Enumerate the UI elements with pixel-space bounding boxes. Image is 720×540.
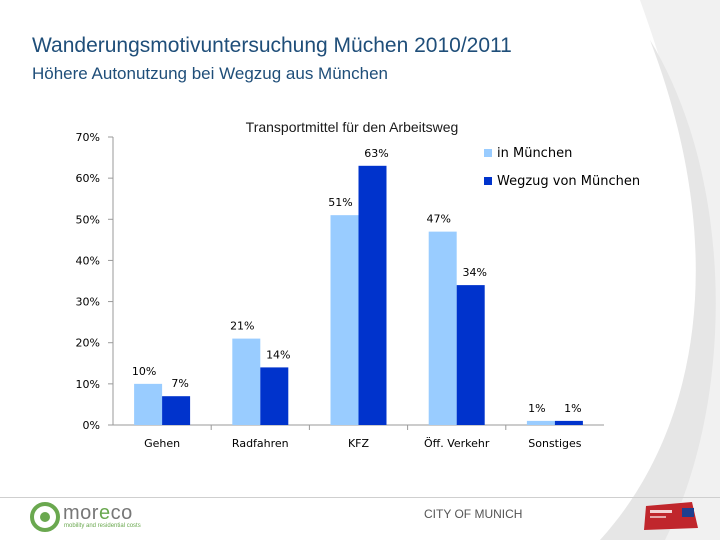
bar-in-muenchen	[428, 231, 457, 425]
footer-divider	[0, 497, 720, 498]
data-label: 14%	[266, 348, 290, 361]
y-tick-label: 0%	[83, 419, 100, 432]
legend-swatch	[484, 177, 492, 185]
bar-chart: Transportmittel für den Arbeitsweg 0% 10%…	[76, 119, 641, 450]
y-tick-label: 10%	[76, 378, 100, 391]
x-tick-label: Gehen	[144, 437, 180, 450]
bar-in-muenchen	[134, 383, 163, 425]
y-tick-label: 20%	[76, 337, 100, 350]
data-label: 1%	[528, 402, 545, 415]
moreco-logo: moreco mobility and residential costs	[30, 502, 170, 532]
y-tick-label: 40%	[76, 254, 100, 267]
data-label: 7%	[171, 377, 188, 390]
data-label: 34%	[462, 266, 486, 279]
bar-wegzug	[456, 285, 485, 425]
data-label: 47%	[426, 213, 450, 226]
x-tick-label: Sonstiges	[528, 437, 582, 450]
x-tick-label: KFZ	[348, 437, 370, 450]
page-subtitle: Höhere Autonutzung bei Wegzug aus Münche…	[32, 64, 388, 83]
bar-in-muenchen	[330, 215, 359, 425]
data-label: 1%	[564, 402, 581, 415]
page-title: Wanderungsmotivuntersuchung Müchen 2010/…	[32, 34, 512, 57]
partner-badge	[644, 502, 698, 530]
bar-in-muenchen	[526, 420, 555, 425]
moreco-logo-wordmark: moreco	[63, 502, 133, 524]
bar-wegzug	[554, 420, 583, 425]
data-label: 21%	[230, 320, 254, 333]
bar-wegzug	[358, 165, 387, 426]
bar-wegzug	[260, 367, 289, 425]
bar-in-muenchen	[232, 338, 261, 425]
moreco-logo-mark	[30, 502, 60, 532]
y-tick-label: 70%	[76, 131, 100, 144]
y-tick-label: 60%	[76, 172, 100, 185]
bar-wegzug	[162, 396, 191, 425]
data-label: 51%	[328, 196, 352, 209]
data-label: 63%	[364, 147, 388, 160]
chart-title: Transportmittel für den Arbeitsweg	[246, 119, 459, 135]
moreco-logo-tagline: mobility and residential costs	[64, 523, 141, 529]
legend-label: in München	[497, 146, 572, 161]
x-tick-label: Öff. Verkehr	[424, 437, 490, 450]
x-tick-label: Radfahren	[232, 437, 289, 450]
legend-label: Wegzug von München	[497, 174, 640, 189]
data-label: 10%	[132, 365, 156, 378]
legend-swatch	[484, 149, 492, 157]
y-tick-label: 30%	[76, 296, 100, 309]
city-label: CITY OF MUNICH	[424, 507, 523, 521]
y-tick-label: 50%	[76, 213, 100, 226]
